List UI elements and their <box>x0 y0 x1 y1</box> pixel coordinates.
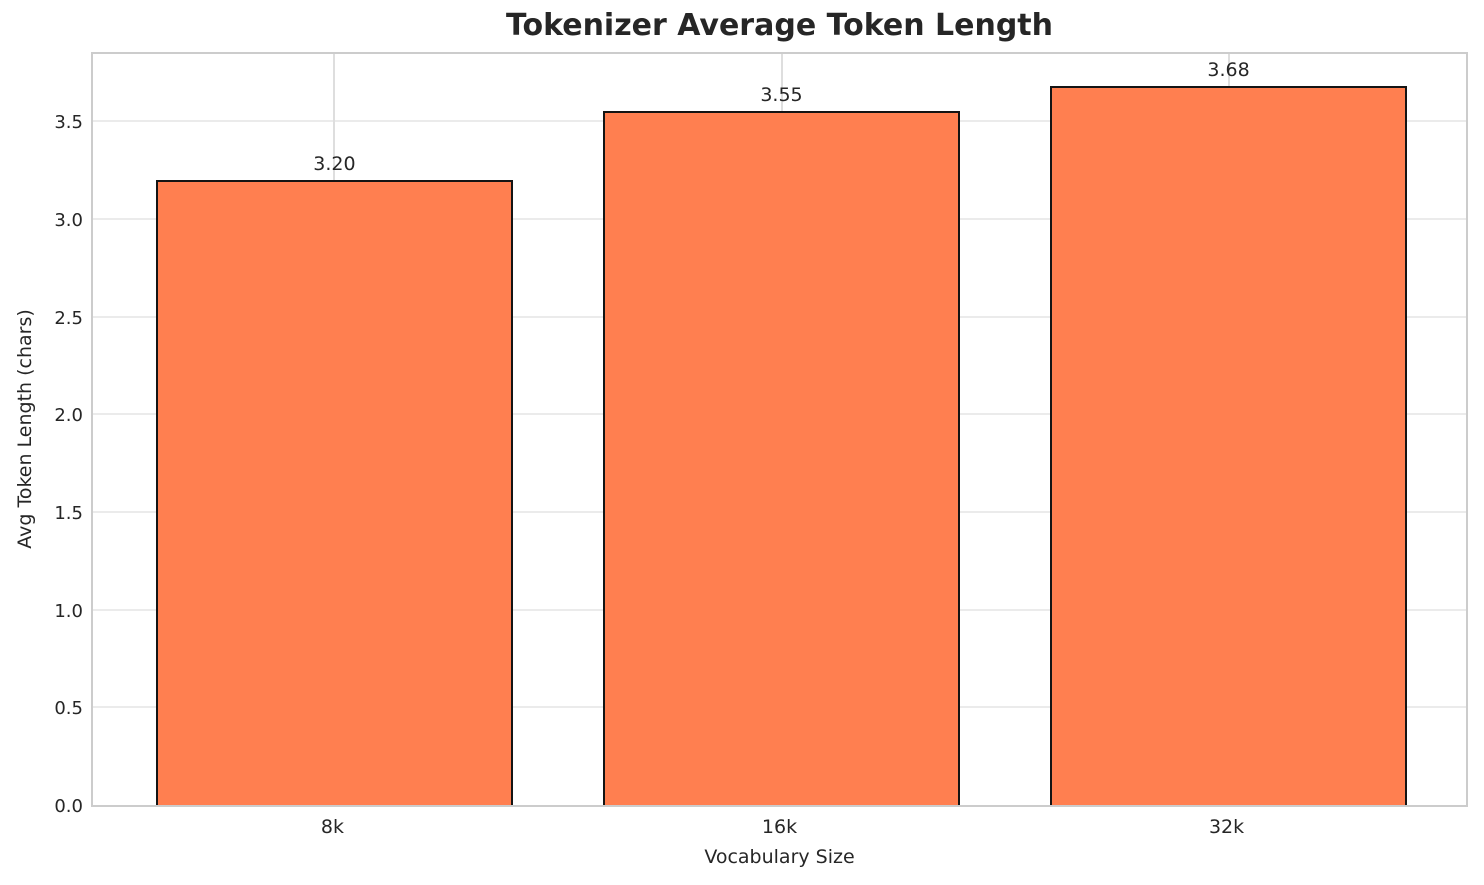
x-axis-label: Vocabulary Size <box>704 846 855 868</box>
y-tick-labels: 0.0 0.5 1.0 1.5 2.0 2.5 3.0 3.5 <box>11 0 91 885</box>
bar-value-label: 3.55 <box>760 84 803 107</box>
x-tick-label-16k: 16k <box>761 816 798 838</box>
bar-8k <box>155 179 514 805</box>
y-tick-label: 2.0 <box>54 405 83 427</box>
y-tick-label: 2.5 <box>54 307 83 329</box>
y-tick-label: 3.0 <box>54 209 83 231</box>
bar-value-label: 3.68 <box>1207 58 1250 81</box>
bar-16k <box>602 111 961 805</box>
y-tick-label: 0.0 <box>54 796 83 817</box>
x-tick-label-32k: 32k <box>1208 816 1245 838</box>
x-tick-label-8k: 8k <box>320 816 344 838</box>
plot-area: 3.20 3.55 3.68 <box>91 52 1468 807</box>
bar-value-label: 3.20 <box>313 152 356 175</box>
y-tick-label: 0.5 <box>54 698 83 720</box>
y-tick-label: 1.5 <box>54 502 83 524</box>
y-tick-label: 3.5 <box>54 112 83 134</box>
chart-title: Tokenizer Average Token Length <box>505 8 1053 43</box>
y-tick-label: 1.0 <box>54 600 83 622</box>
bar-32k <box>1049 85 1408 805</box>
